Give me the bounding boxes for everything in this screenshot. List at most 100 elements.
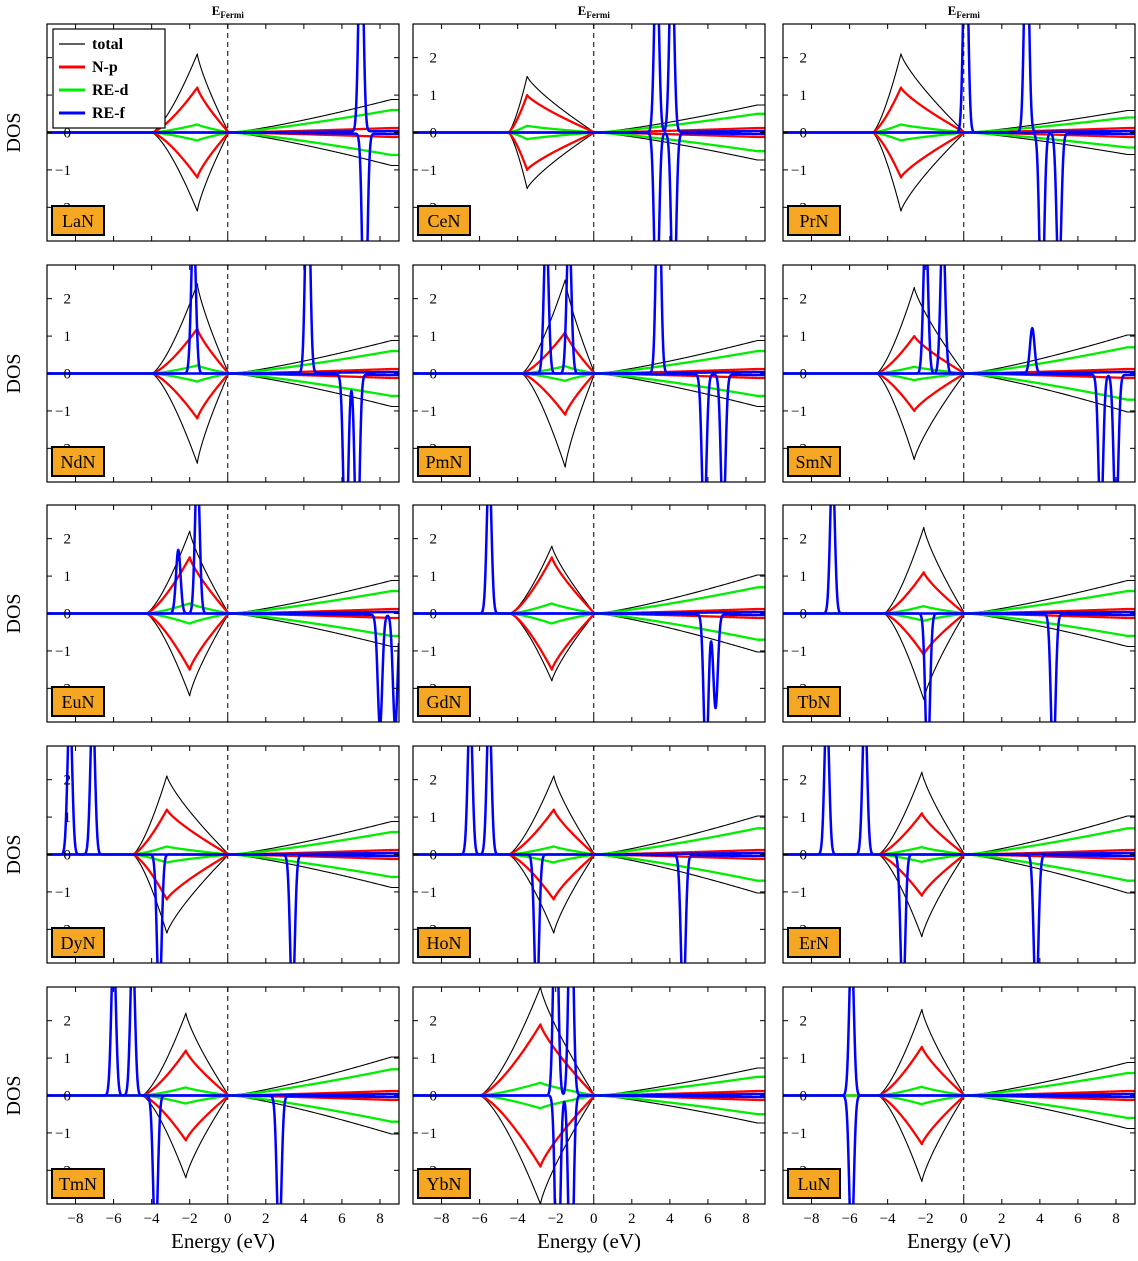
series-np-down — [413, 853, 765, 901]
y-tick-label: 2 — [64, 773, 72, 789]
x-tick-label: 4 — [666, 1211, 674, 1227]
y-tick-label: 2 — [64, 292, 72, 308]
series-ref-down — [413, 1094, 765, 1204]
series-np-down — [47, 1094, 399, 1142]
y-tick-label: 0 — [64, 607, 72, 623]
y-tick-label: 2 — [800, 773, 808, 789]
y-tick-label: −1 — [791, 644, 807, 660]
y-tick-label: 2 — [800, 292, 808, 308]
x-tick-label: −8 — [434, 1211, 450, 1227]
fermi-label: EFermi — [948, 3, 981, 20]
series-ref-down — [47, 612, 399, 722]
compound-label: LuN — [787, 1168, 841, 1199]
y-tick-label: 1 — [430, 569, 438, 585]
plot-area — [47, 746, 399, 963]
compound-label: TbN — [787, 686, 841, 717]
compound-label-box — [787, 205, 841, 236]
y-tick-label: 0 — [430, 848, 438, 864]
series-total-up — [47, 530, 399, 615]
series-total-down — [47, 612, 399, 697]
series-total-up — [47, 1012, 399, 1097]
y-tick-label: 2 — [800, 532, 808, 548]
y-tick-label: 0 — [64, 848, 72, 864]
y-tick-label: 0 — [430, 126, 438, 142]
compound-label: ErN — [787, 927, 841, 958]
y-tick-label: −1 — [55, 163, 71, 179]
y-tick-label: 1 — [64, 569, 72, 585]
x-tick-label: 0 — [590, 1211, 598, 1227]
y-tick-label: 2 — [430, 1014, 438, 1030]
fermi-label-sub: Fermi — [220, 10, 244, 20]
compound-label-text: YbN — [427, 1174, 462, 1194]
x-tick-label: −6 — [106, 1211, 122, 1227]
x-tick-label: 4 — [1036, 1211, 1044, 1227]
x-tick-label: 2 — [262, 1211, 270, 1227]
y-tick-label: 0 — [64, 126, 72, 142]
compound-label-text: TmN — [59, 1174, 97, 1194]
series-np-up — [783, 334, 1135, 375]
y-axis-label: DOS — [3, 112, 25, 152]
series-np-up — [47, 1049, 399, 1097]
y-axis-label: DOS — [3, 593, 25, 633]
y-tick-label: 2 — [430, 292, 438, 308]
y-tick-label: 0 — [64, 367, 72, 383]
x-axis-label: Energy (eV) — [537, 1229, 641, 1253]
series-np-down — [783, 131, 1135, 179]
y-tick-label: −1 — [421, 404, 437, 420]
compound-label-text: DyN — [61, 933, 96, 953]
series-total-up — [413, 987, 765, 1097]
plot-area — [413, 746, 765, 963]
y-tick-label: −1 — [421, 163, 437, 179]
y-tick-label: 0 — [430, 607, 438, 623]
y-tick-label: 2 — [800, 51, 808, 67]
series-total-up — [413, 545, 765, 615]
x-tick-label: 0 — [960, 1211, 968, 1227]
compound-label: PrN — [787, 205, 841, 236]
y-tick-label: 1 — [64, 329, 72, 345]
y-tick-label: 1 — [800, 329, 808, 345]
compound-label: SmN — [787, 446, 841, 477]
series-ref-down — [783, 612, 1135, 722]
compound-label: YbN — [417, 1168, 471, 1199]
compound-label-text: PmN — [425, 452, 462, 472]
y-axis-label: DOS — [3, 353, 25, 393]
y-tick-label: 2 — [430, 51, 438, 67]
y-tick-label: 0 — [430, 1089, 438, 1105]
compound-label: LaN — [51, 205, 105, 236]
x-tick-label: 6 — [704, 1211, 712, 1227]
compound-label-text: HoN — [427, 933, 462, 953]
y-tick-label: −1 — [791, 1126, 807, 1142]
y-tick-label: 1 — [430, 1051, 438, 1067]
y-tick-label: 0 — [64, 1089, 72, 1105]
series-ref-down — [47, 131, 399, 241]
compound-label: GdN — [417, 686, 471, 717]
x-tick-label: −2 — [182, 1211, 198, 1227]
legend: total N-p RE-d RE-f — [52, 28, 166, 129]
series-ref-down — [413, 612, 765, 722]
y-tick-label: 1 — [430, 810, 438, 826]
compound-label-text: PrN — [799, 211, 828, 231]
series-total-up — [783, 1008, 1135, 1097]
legend-label-ref: RE-f — [92, 105, 126, 122]
series-ref-down — [47, 372, 399, 482]
fermi-label-main: E — [948, 3, 957, 18]
plot-area — [413, 505, 765, 722]
y-tick-label: 1 — [800, 810, 808, 826]
series-ref-down — [783, 1094, 1135, 1204]
series-ref-down — [783, 131, 1135, 241]
series-total-up — [47, 775, 399, 856]
legend-label-total: total — [92, 36, 124, 53]
series-np-up — [413, 331, 765, 375]
compound-label-text: GdN — [427, 692, 462, 712]
y-tick-label: −1 — [791, 404, 807, 420]
y-tick-label: 1 — [430, 329, 438, 345]
compound-label-box — [417, 686, 471, 717]
